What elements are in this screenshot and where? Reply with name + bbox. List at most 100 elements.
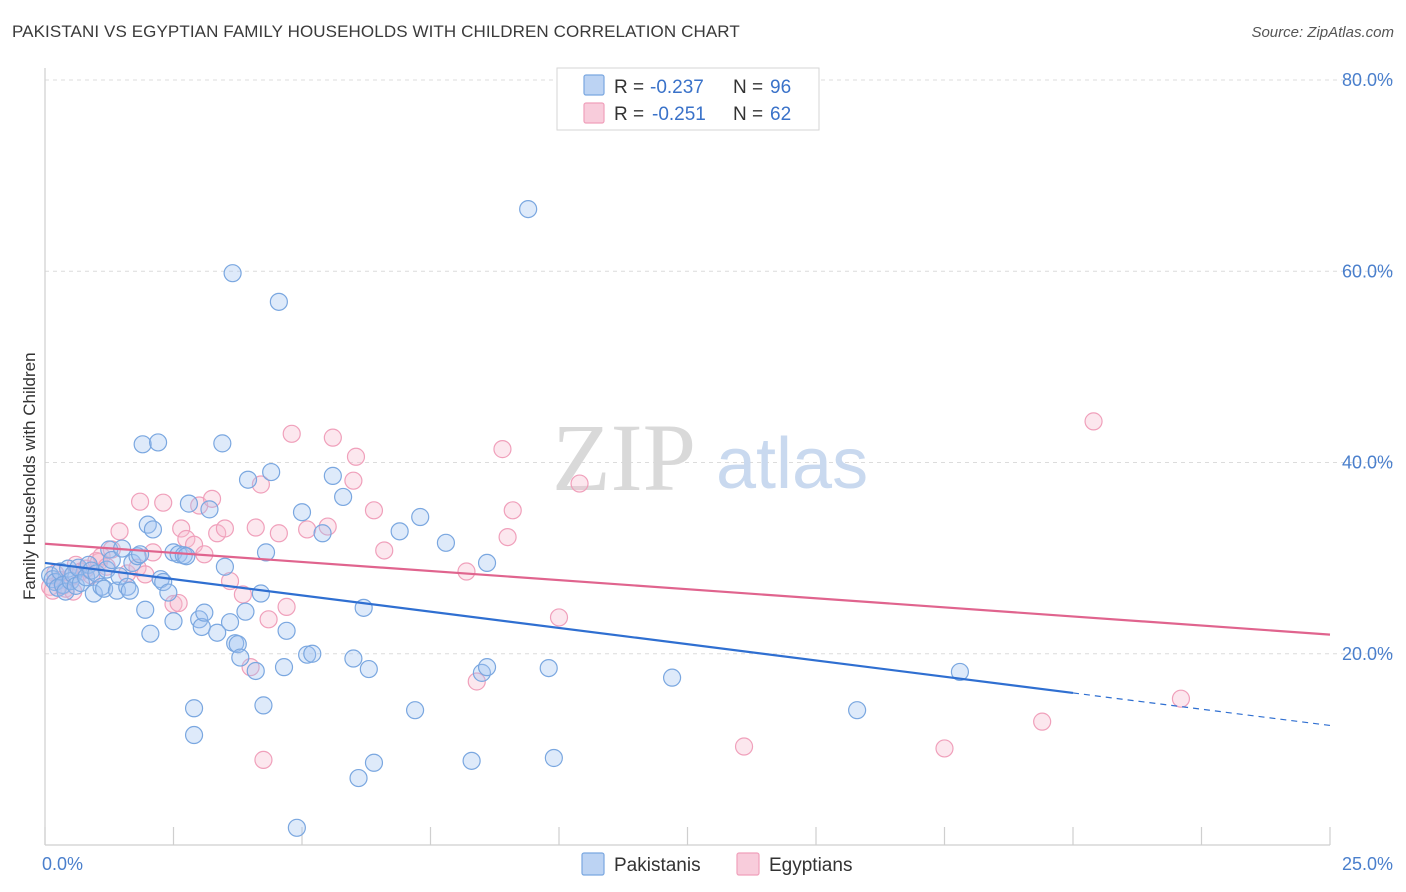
pakistanis-point-93 — [662, 668, 682, 687]
pakistanis-point-80 — [359, 659, 378, 679]
egyptians-point-41 — [269, 524, 288, 543]
tick-labels: 20.0% 40.0% 60.0% 80.0% 0.0% 25.0% — [42, 70, 1393, 874]
pakistanis-point-74 — [313, 524, 332, 543]
pakistanis-point-95 — [950, 662, 970, 682]
legend-r-value-1: -0.237 — [650, 77, 704, 98]
egyptians-point-59 — [935, 739, 954, 758]
pakistanis-point-51 — [200, 500, 219, 519]
pakistanis-point-86 — [462, 751, 481, 770]
egyptians-point-44 — [298, 520, 317, 539]
watermark-zip: ZIP — [552, 404, 696, 511]
pakistanis-point-12 — [71, 573, 91, 593]
pakistanis-point-84 — [411, 507, 430, 527]
pakistanis-point-88 — [477, 658, 497, 677]
pakistanis-point-18 — [92, 577, 111, 596]
pakistanis-point-89 — [477, 553, 497, 573]
egyptians-point-58 — [734, 737, 754, 756]
egyptians-point-17 — [110, 522, 129, 541]
pakistanis-point-61 — [238, 470, 258, 489]
pakistanis-point-23 — [107, 581, 127, 600]
egyptians-point-48 — [346, 447, 366, 466]
pakistanis-point-32 — [136, 600, 155, 619]
pakistanis-point-36 — [148, 433, 168, 452]
watermark-atlas: atlas — [716, 424, 868, 504]
pakistanis-point-40 — [164, 612, 183, 631]
y-tick-label-2: 60.0% — [1342, 261, 1393, 281]
correlation-legend: R = -0.237 N = 96 R = -0.251 N = 62 — [556, 67, 820, 131]
egyptians-point-23 — [154, 493, 173, 512]
pakistanis-point-85 — [436, 533, 456, 552]
pakistanis-point-47 — [184, 725, 204, 745]
pakistanis-point-30 — [130, 545, 150, 564]
egyptians-point-31 — [202, 489, 222, 508]
pakistanis-point-39 — [159, 583, 178, 602]
bottom-legend-swatch-pakistanis — [581, 852, 605, 876]
watermark: ZIP atlas — [552, 404, 868, 511]
pakistanis-point-75 — [323, 466, 342, 485]
egyptians-point-20 — [130, 492, 150, 511]
egyptians-point-37 — [246, 518, 265, 537]
egyptians-trend-line — [44, 542, 1331, 636]
pakistanis-point-50 — [195, 603, 214, 622]
legend-n-label-2: N = — [733, 104, 763, 125]
pakistanis-points — [41, 199, 970, 837]
pakistanis-point-81 — [364, 753, 384, 772]
x-tick-label-end: 25.0% — [1342, 854, 1393, 874]
egyptians-point-61 — [1084, 412, 1103, 431]
bottom-legend-pakistanis: Pakistanis — [614, 855, 701, 876]
pakistanis-point-91 — [539, 658, 558, 678]
legend-r-label-1: R = — [614, 77, 644, 98]
pakistanis-point-90 — [519, 199, 538, 219]
pakistanis-point-55 — [220, 613, 240, 632]
egyptians-point-39 — [254, 750, 273, 769]
pakistanis-point-63 — [251, 584, 270, 603]
pakistanis-point-87 — [472, 663, 491, 682]
pakistanis-point-70 — [287, 818, 306, 837]
y-tick-label-3: 80.0% — [1342, 70, 1393, 90]
egyptians-point-46 — [323, 428, 342, 447]
egyptians-point-42 — [277, 597, 296, 616]
egyptians-point-47 — [344, 471, 363, 490]
pakistanis-point-59 — [231, 648, 250, 667]
egyptians-point-60 — [1033, 712, 1052, 731]
pakistanis-point-53 — [213, 434, 232, 453]
legend-n-value-1: 96 — [770, 77, 791, 98]
pakistanis-point-34 — [141, 624, 160, 643]
bottom-legend-swatch-egyptians — [736, 852, 760, 876]
pakistanis-point-22 — [102, 550, 121, 570]
legend-n-value-2: 62 — [770, 104, 791, 125]
egyptians-point-40 — [259, 610, 278, 629]
pakistanis-trend-extension — [1072, 692, 1331, 727]
pakistanis-point-92 — [544, 748, 563, 768]
pakistanis-point-77 — [344, 649, 363, 668]
pakistanis-point-6 — [56, 582, 75, 601]
pakistanis-point-1 — [43, 570, 62, 589]
egyptians-point-51 — [457, 562, 476, 581]
egyptians-point-49 — [364, 501, 384, 520]
series-legend: Pakistanis Egyptians — [581, 852, 852, 876]
egyptians-point-52 — [467, 672, 486, 691]
egyptians-point-53 — [493, 440, 512, 459]
egyptians-point-43 — [282, 424, 301, 443]
pakistanis-point-76 — [334, 487, 353, 507]
grid-lines — [45, 79, 1393, 655]
pakistanis-point-71 — [292, 503, 312, 522]
pakistanis-trend-line — [44, 561, 1074, 695]
legend-r-label-2: R = — [614, 104, 644, 125]
pakistanis-point-54 — [215, 557, 234, 576]
egyptians-point-54 — [498, 527, 517, 547]
pakistanis-point-46 — [184, 699, 204, 718]
pakistanis-point-60 — [236, 602, 255, 621]
trend-lines — [44, 542, 1331, 727]
pakistanis-point-67 — [269, 292, 288, 311]
axes — [44, 68, 1331, 846]
pakistanis-point-56 — [223, 264, 242, 283]
y-tick-label-1: 40.0% — [1342, 453, 1393, 473]
pakistanis-point-44 — [177, 547, 196, 566]
pakistanis-point-73 — [303, 644, 322, 663]
legend-swatch-egyptians — [583, 102, 605, 124]
bottom-legend-egyptians: Egyptians — [769, 855, 852, 876]
chart-title: PAKISTANI VS EGYPTIAN FAMILY HOUSEHOLDS … — [12, 22, 740, 41]
pakistanis-point-78 — [349, 768, 368, 788]
